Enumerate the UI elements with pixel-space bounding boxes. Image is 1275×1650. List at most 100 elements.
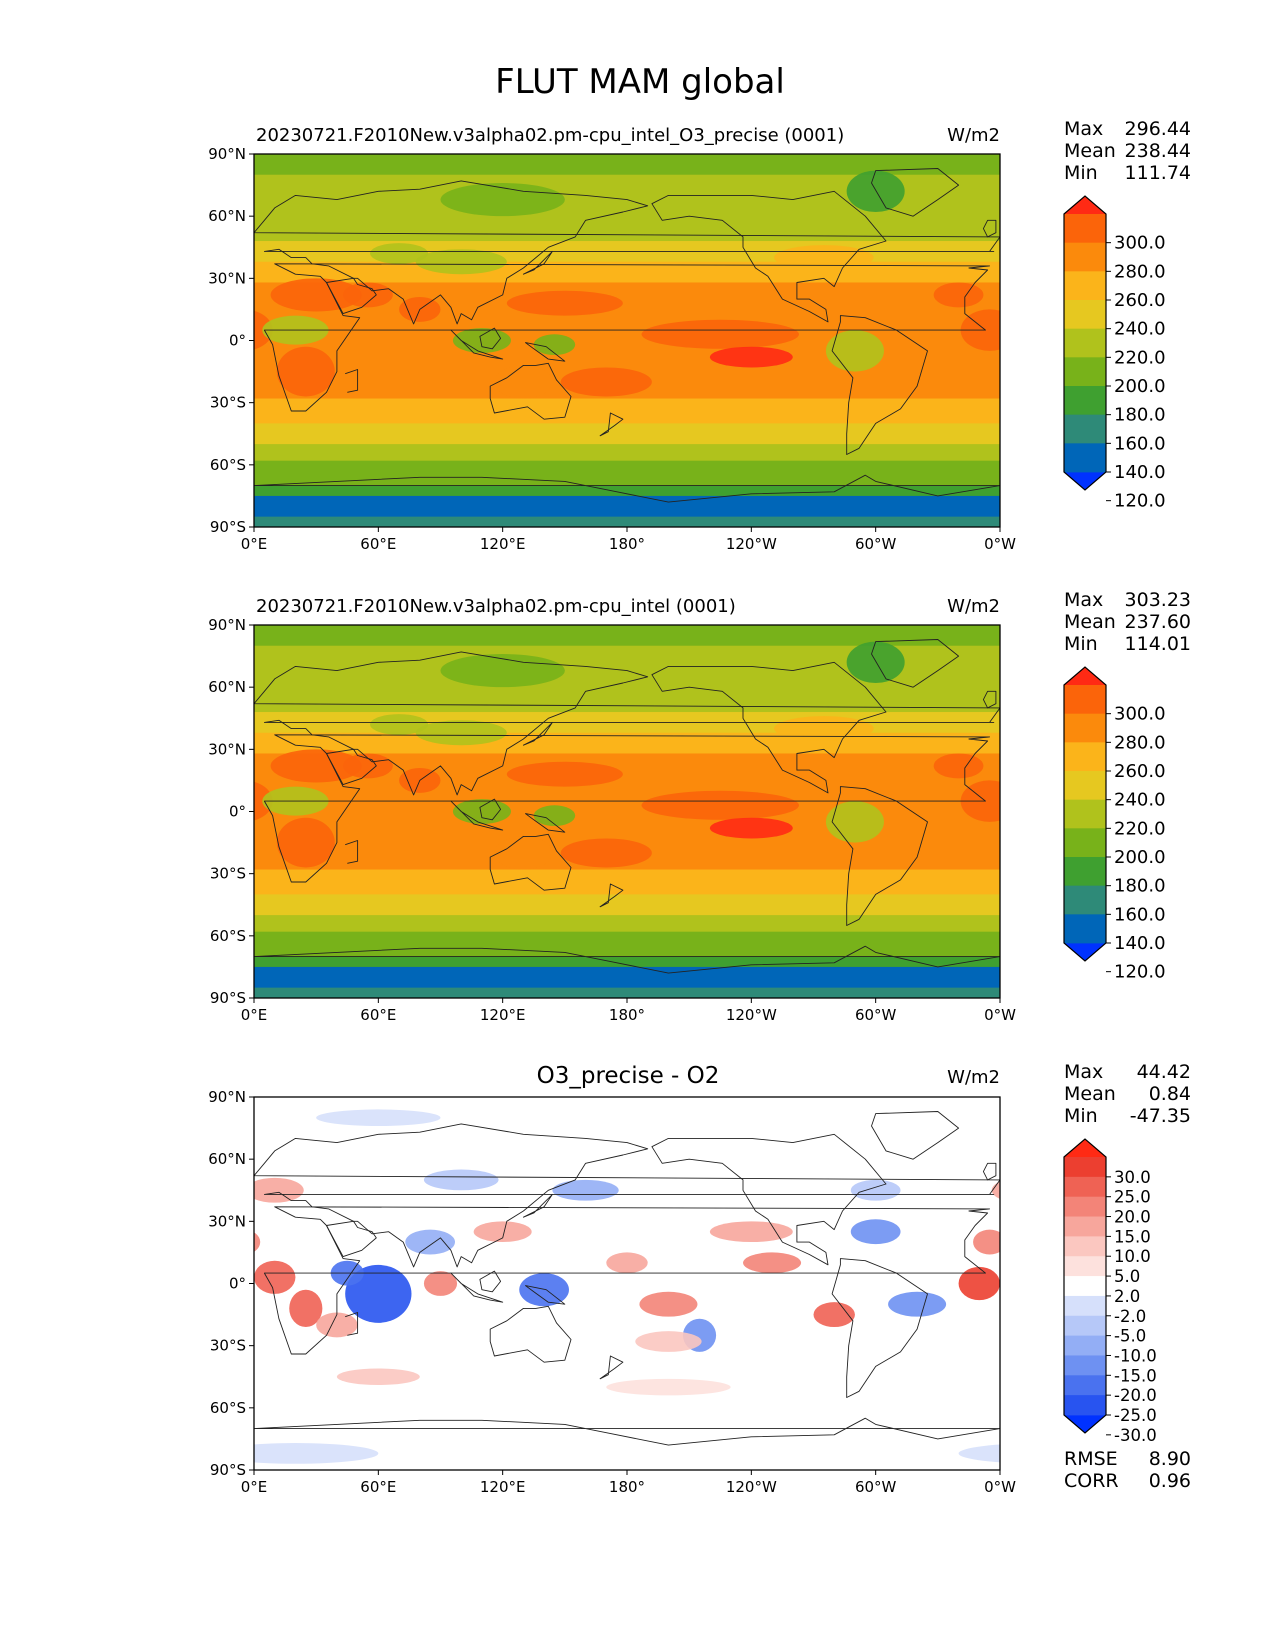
difference-feature [405, 1229, 456, 1255]
colorbar-segment [1064, 1315, 1106, 1337]
colorbar-tick-label: 140.0 [1114, 462, 1166, 483]
colorbar-segment [1064, 1157, 1106, 1178]
panel-3-colorbar: 30.025.020.015.010.05.02.0-2.0-5.0-10.0-… [1063, 1138, 1157, 1445]
lat-tick-label: 30°S [210, 865, 246, 883]
field-feature [825, 801, 884, 843]
field-feature [270, 278, 362, 312]
colorbar-tick-label: 240.0 [1114, 319, 1166, 340]
coastline [489, 362, 572, 420]
difference-feature [336, 1368, 420, 1386]
field-feature [933, 282, 984, 308]
panel-2-coastlines [254, 639, 1000, 974]
panel-2-min-value: 114.01 [1125, 633, 1191, 655]
panel-1-field-bands [254, 154, 1000, 527]
field-band [254, 987, 1000, 998]
colorbar-segment [1064, 1375, 1106, 1396]
panel-1-max-label: Max [1064, 118, 1103, 140]
lat-tick-label: 0° [229, 1275, 246, 1293]
coastline [599, 1355, 624, 1380]
colorbar-segment [1064, 1395, 1106, 1416]
field-feature [641, 319, 799, 349]
panel-3-lat-ticks: 90°N 60°N 30°N 0° 30°S 60°S 90°S [208, 1088, 254, 1479]
lat-tick-label: 90°N [208, 616, 246, 634]
lon-tick-label: 180° [609, 1006, 645, 1024]
coastline [489, 1305, 572, 1363]
lon-tick-label: 120°W [726, 535, 777, 553]
lat-tick-label: 90°S [210, 1461, 246, 1479]
panel-2-title: 20230721.F2010New.v3alpha02.pm-cpu_intel… [256, 596, 736, 617]
lat-tick-label: 60°S [210, 456, 246, 474]
panel-2-max-value: 303.23 [1125, 589, 1191, 611]
lon-tick-label: 0°W [984, 1006, 1016, 1024]
lat-tick-label: 30°N [208, 269, 246, 287]
difference-feature [473, 1221, 532, 1243]
coastline [831, 786, 928, 926]
corr-value: 0.96 [1149, 1470, 1191, 1492]
panel-3-max-value: 44.42 [1137, 1061, 1191, 1083]
rmse-value: 8.90 [1149, 1448, 1191, 1470]
colorbar-tick-label: 5.0 [1114, 1267, 1140, 1286]
panel-1-mean-value: 238.44 [1125, 140, 1191, 162]
field-feature [494, 365, 553, 399]
panel-3-max-label: Max [1064, 1061, 1103, 1083]
colorbar-segment [1064, 857, 1106, 887]
panel-2-map [254, 625, 1000, 998]
difference-feature [850, 1219, 901, 1245]
difference-feature [635, 1331, 702, 1352]
coastline [479, 798, 502, 821]
field-band [254, 915, 1000, 933]
difference-feature [316, 1312, 358, 1338]
lon-tick-label: 180° [609, 1478, 645, 1496]
lon-tick-label: 60°E [360, 1006, 396, 1024]
lat-tick-label: 90°S [210, 989, 246, 1007]
colorbar-tick-label: 260.0 [1114, 290, 1166, 311]
panel-1-colorbar: 300.0 280.0 260.0 240.0 220.0 200.0 180.0 160.0… [1063, 195, 1166, 512]
panel-3-difference-features [254, 1109, 1000, 1464]
colorbar-segment [1064, 328, 1106, 358]
lat-tick-label: 0° [229, 803, 246, 821]
lon-tick-label: 120°E [480, 1478, 526, 1496]
lat-tick-label: 60°S [210, 1399, 246, 1417]
colorbar-extend-min [1064, 943, 1106, 961]
lon-tick-label: 60°W [855, 1006, 897, 1024]
panel-1-min-value: 111.74 [1125, 162, 1191, 184]
colorbar-segment [1064, 300, 1106, 330]
colorbar-tick-label: 220.0 [1114, 347, 1166, 368]
colorbar-segment [1064, 713, 1106, 743]
panel-1-lon-ticks: 0°E 60°E 120°E 180° 120°W 60°W 0°W [241, 527, 1016, 553]
colorbar-segment [1064, 828, 1106, 858]
coastline [263, 263, 991, 412]
panel-1-mean-label: Mean [1064, 140, 1116, 162]
field-band [254, 625, 1000, 647]
difference-feature [423, 1169, 499, 1191]
coastline [326, 748, 377, 786]
difference-feature [316, 1109, 441, 1127]
colorbar-tick-label: -20.0 [1114, 1386, 1157, 1405]
coastline [871, 1111, 960, 1160]
field-feature [370, 714, 429, 735]
coastline [871, 168, 960, 217]
colorbar-segment [1064, 1176, 1106, 1198]
colorbar-tick-label: 280.0 [1114, 261, 1166, 282]
field-band [254, 154, 1000, 176]
colorbar-extend-min [1064, 1415, 1106, 1433]
lon-tick-label: 0°E [241, 1478, 268, 1496]
panel-2-mean-label: Mean [1064, 611, 1116, 633]
panel-2-min-label: Min [1064, 633, 1098, 655]
colorbar-segment [1064, 885, 1106, 915]
panel-3-min-label: Min [1064, 1105, 1098, 1127]
field-feature [709, 817, 793, 839]
coastline [651, 190, 887, 323]
colorbar-segment [1064, 771, 1106, 801]
lat-tick-label: 0° [229, 332, 246, 350]
colorbar-segment [1064, 1216, 1106, 1237]
field-band [254, 516, 1000, 527]
lon-tick-label: 0°E [241, 535, 268, 553]
colorbar-segment [1064, 799, 1106, 829]
lon-tick-label: 120°W [726, 1006, 777, 1024]
panel-1-map [254, 154, 1000, 527]
panel-3-metrics: RMSE 8.90 CORR 0.96 [1064, 1448, 1191, 1492]
coastline [831, 1258, 928, 1398]
difference-feature [958, 1444, 1000, 1463]
panel-3: O3_precise - O2 W/m2 90°N 60°N 30°N 0° 30°S 6… [208, 1061, 1191, 1496]
